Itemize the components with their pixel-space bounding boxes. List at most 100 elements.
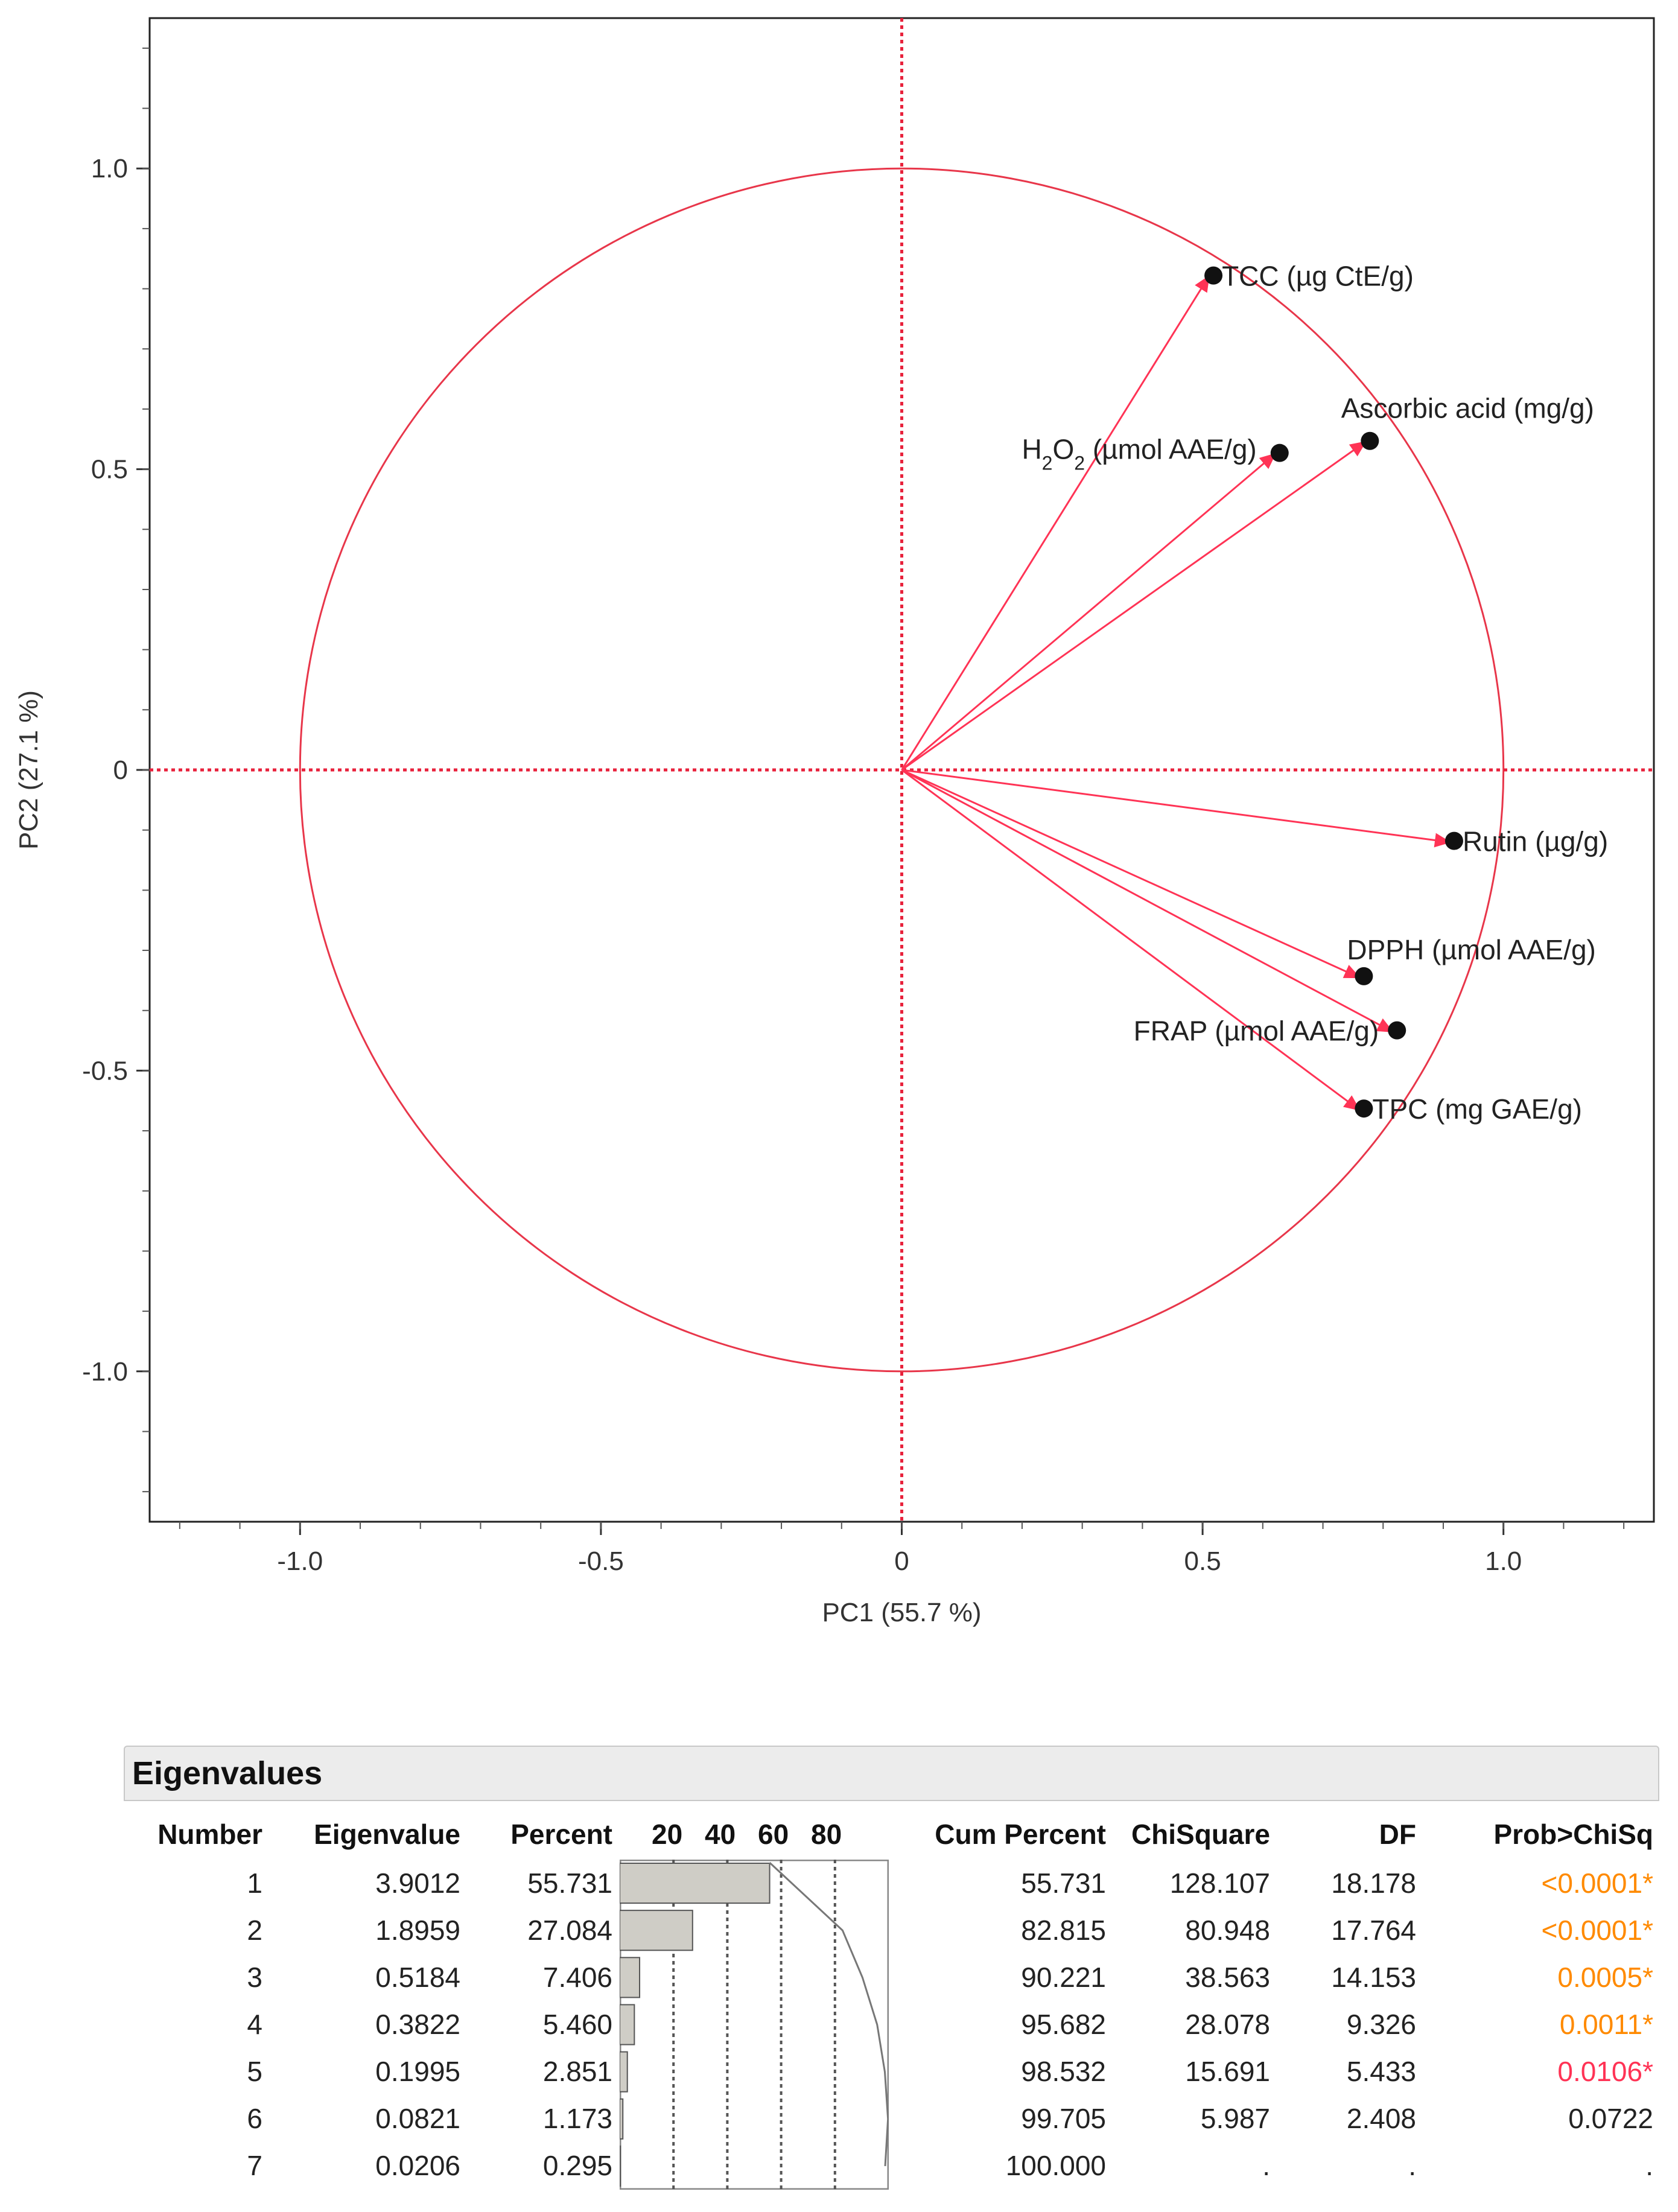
cell-eigenvalue: 0.5184 [375, 1962, 460, 1993]
percent-bar [620, 1957, 641, 1998]
col-number: Number [157, 1819, 262, 1850]
cell-prob: 0.0011* [1559, 2009, 1653, 2040]
loading-point [1204, 266, 1223, 285]
loading-point [1361, 431, 1379, 450]
loading-arrow [901, 769, 1361, 979]
loading-point [1355, 1099, 1373, 1118]
loading-label: Rutin (µg/g) [1463, 826, 1608, 857]
cell-percent: 1.173 [542, 2103, 612, 2134]
cell-number: 1 [247, 1867, 262, 1899]
percent-bar [620, 2098, 624, 2140]
y-tick-label: 0 [113, 755, 128, 785]
loading-point [1355, 967, 1373, 985]
y-tick-label: -0.5 [82, 1056, 128, 1085]
cell-eigenvalue: 1.8959 [375, 1915, 460, 1946]
cell-df: 17.764 [1331, 1915, 1416, 1946]
cell-prob: . [1645, 2150, 1653, 2181]
cell-prob: 0.0106* [1557, 2056, 1653, 2087]
loading-arrow [901, 275, 1210, 771]
cell-cum-percent: 82.815 [1021, 1915, 1106, 1946]
cell-percent: 27.084 [527, 1915, 612, 1946]
x-tick-label: -0.5 [578, 1546, 624, 1576]
cell-df: 14.153 [1331, 1962, 1416, 1993]
eigenvalues-title: Eigenvalues [132, 1755, 323, 1791]
cell-eigenvalue: 0.0206 [375, 2150, 460, 2181]
eigenvalues-grid: Number Eigenvalue Percent 20 40 60 80 Cu… [124, 1801, 1659, 2190]
x-axis-title: PC1 (55.7 %) [822, 1598, 981, 1627]
col-prob: Prob>ChiSq [1493, 1819, 1653, 1850]
bar-tick-80: 80 [811, 1819, 842, 1850]
cell-cum-percent: 99.705 [1021, 2103, 1106, 2134]
bar-panel-frame [620, 1860, 889, 2190]
loading-arrow [901, 769, 1394, 1033]
cell-number: 4 [247, 2009, 262, 2040]
loading-label: Ascorbic acid (mg/g) [1341, 393, 1594, 424]
cell-chisquare: 128.107 [1169, 1867, 1270, 1899]
cell-number: 2 [247, 1915, 262, 1946]
loading-arrow [901, 453, 1277, 771]
x-tick-label: 0.5 [1184, 1546, 1221, 1576]
percent-bar [620, 1863, 771, 1904]
cell-chisquare: . [1262, 2150, 1270, 2181]
percent-bar [620, 2004, 635, 2045]
loading-point [1388, 1021, 1406, 1040]
cell-percent: 55.731 [527, 1867, 612, 1899]
cell-number: 7 [247, 2150, 262, 2181]
y-tick-label: 0.5 [91, 455, 128, 485]
cell-chisquare: 15.691 [1185, 2056, 1270, 2087]
loading-point [1444, 831, 1463, 850]
loading-label: DPPH (µmol AAE/g) [1347, 934, 1596, 965]
cell-cum-percent: 98.532 [1021, 2056, 1106, 2087]
loading-arrow [901, 441, 1367, 771]
cell-prob: <0.0001* [1541, 1915, 1653, 1946]
loading-arrow [901, 769, 1451, 848]
cell-cum-percent: 90.221 [1021, 1962, 1106, 1993]
cell-chisquare: 80.948 [1185, 1915, 1270, 1946]
loading-label: FRAP (µmol AAE/g) [1134, 1015, 1379, 1047]
col-percent-bar: 20 40 60 80 [620, 1813, 889, 1855]
cell-prob: <0.0001* [1541, 1867, 1653, 1899]
bar-tick-40: 40 [705, 1819, 736, 1850]
eigenvalues-header[interactable]: Eigenvalues [124, 1746, 1659, 1801]
cell-df: . [1408, 2150, 1416, 2181]
cell-eigenvalue: 3.9012 [375, 1867, 460, 1899]
cell-percent: 2.851 [542, 2056, 612, 2087]
col-percent: Percent [510, 1819, 612, 1850]
loading-label: TPC (mg GAE/g) [1372, 1093, 1582, 1125]
cumulative-curve [769, 1861, 889, 2167]
cell-chisquare: 5.987 [1200, 2103, 1270, 2134]
cell-number: 3 [247, 1962, 262, 1993]
cell-chisquare: 38.563 [1185, 1962, 1270, 1993]
cell-cum-percent: 95.682 [1021, 2009, 1106, 2040]
pca-loading-plot: -1.0 -0.5 0 0.5 1.0 -1.0 -0.5 0 0.5 1.0 PC1 (55.7 … [14, 17, 1655, 1627]
col-chisquare: ChiSquare [1131, 1819, 1270, 1850]
cell-prob: 0.0005* [1557, 1962, 1653, 1993]
cell-percent: 7.406 [542, 1962, 612, 1993]
col-eigenvalue: Eigenvalue [314, 1819, 460, 1850]
cell-chisquare: 28.078 [1185, 2009, 1270, 2040]
x-tick-label: 0 [894, 1546, 909, 1576]
cell-eigenvalue: 0.1995 [375, 2056, 460, 2087]
loading-label: H2O2 (µmol AAE/g) [1022, 434, 1256, 474]
cell-percent: 0.295 [542, 2150, 612, 2181]
cell-cum-percent: 55.731 [1021, 1867, 1106, 1899]
bar-tick-20: 20 [652, 1819, 683, 1850]
percent-bar-panel [620, 1860, 889, 2190]
cell-prob: 0.0722 [1568, 2103, 1653, 2134]
cell-eigenvalue: 0.3822 [375, 2009, 460, 2040]
cell-df: 2.408 [1346, 2103, 1416, 2134]
col-df: DF [1379, 1819, 1416, 1850]
cell-df: 5.433 [1346, 2056, 1416, 2087]
x-tick-label: -1.0 [277, 1546, 323, 1576]
percent-bar [620, 1910, 693, 1951]
eigenvalues-table: Eigenvalues Number Eigenvalue Percent 20… [124, 1746, 1659, 2190]
percent-bar [620, 2051, 628, 2093]
loading-point [1270, 443, 1289, 462]
y-tick-label: 1.0 [91, 154, 128, 183]
cell-number: 5 [247, 2056, 262, 2087]
cell-eigenvalue: 0.0821 [375, 2103, 460, 2134]
y-tick-label: -1.0 [82, 1357, 128, 1387]
loading-arrow [901, 769, 1361, 1111]
cell-number: 6 [247, 2103, 262, 2134]
col-cum-percent: Cum Percent [935, 1819, 1106, 1850]
